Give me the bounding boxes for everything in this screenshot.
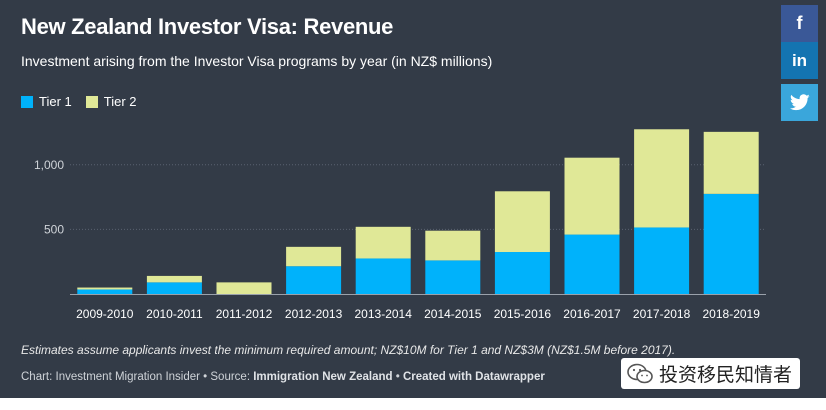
legend-swatch-tier2 <box>85 95 98 108</box>
bar-tier1 <box>146 282 202 294</box>
x-tick-label: 2013-2014 <box>355 307 413 321</box>
bar-tier2 <box>286 246 342 267</box>
legend-label-tier1: Tier 1 <box>39 94 72 109</box>
x-tick-label: 2011-2012 <box>216 307 273 321</box>
footer-datawrapper-link[interactable]: Created with Datawrapper <box>402 371 545 383</box>
chart-footer: Chart: Investment Migration Insider • So… <box>21 371 545 383</box>
twitter-share-button[interactable] <box>781 84 818 121</box>
bar-tier1 <box>703 193 759 294</box>
bar-chart: 500 1,000 2009-2010 2010-2011 2011-2012 2012-… <box>34 129 766 321</box>
facebook-icon: f <box>796 13 803 33</box>
x-tick-label: 2016-2017 <box>563 307 621 321</box>
x-tick-label: 2017-2018 <box>633 307 691 321</box>
legend-item-tier2: Tier 2 <box>85 94 137 109</box>
bar-tier1 <box>494 252 550 294</box>
bar-tier2 <box>216 282 272 294</box>
x-tick-label: 2018-2019 <box>703 307 761 321</box>
footer-separator: • <box>392 371 403 383</box>
facebook-share-button[interactable]: f <box>781 5 818 42</box>
linkedin-share-button[interactable]: in <box>781 42 818 79</box>
linkedin-icon: in <box>791 50 808 70</box>
bar-tier1 <box>564 234 620 294</box>
bar-tier2 <box>703 131 759 194</box>
footer-chart-credit: Chart: Investment Migration Insider • So… <box>21 371 254 383</box>
bar-tier2 <box>355 226 411 259</box>
x-tick-label: 2012-2013 <box>285 307 343 321</box>
chart-subtitle: Investment arising from the Investor Vis… <box>21 53 493 69</box>
bar-tier1 <box>425 260 481 294</box>
bar-tier2 <box>425 230 481 261</box>
x-tick-label: 2009-2010 <box>76 307 134 321</box>
bar-tier1 <box>286 266 342 294</box>
watermark-text: 投资移民知情者 <box>659 365 793 386</box>
bar-tier2 <box>634 129 690 228</box>
bar-tier2 <box>77 287 133 290</box>
bar-tier1 <box>77 289 133 294</box>
y-tick-label: 500 <box>44 222 64 236</box>
bar-tier1 <box>355 258 411 294</box>
chart-title: New Zealand Investor Visa: Revenue <box>21 14 394 39</box>
bar-tier2 <box>146 275 202 283</box>
y-tick-label: 1,000 <box>34 158 64 172</box>
x-tick-label: 2014-2015 <box>424 307 482 321</box>
chart-note: Estimates assume applicants invest the m… <box>21 343 676 357</box>
legend-swatch-tier1 <box>21 95 33 108</box>
footer-source-link[interactable]: Immigration New Zealand <box>253 371 393 383</box>
legend-label-tier2: Tier 2 <box>103 94 137 109</box>
x-tick-label: 2010-2011 <box>146 307 203 321</box>
legend: Tier 1 Tier 2 <box>21 94 151 109</box>
wechat-watermark: 投资移民知情者 <box>621 358 801 389</box>
bar-tier1 <box>634 227 690 294</box>
twitter-icon <box>789 94 810 111</box>
bar-tier2 <box>494 191 550 253</box>
wechat-icon <box>627 363 653 383</box>
x-tick-label: 2015-2016 <box>494 307 552 321</box>
chart-card: New Zealand Investor Visa: Revenue Inves… <box>0 0 826 398</box>
bar-tier2 <box>564 157 620 235</box>
legend-item-tier1: Tier 1 <box>21 94 72 109</box>
